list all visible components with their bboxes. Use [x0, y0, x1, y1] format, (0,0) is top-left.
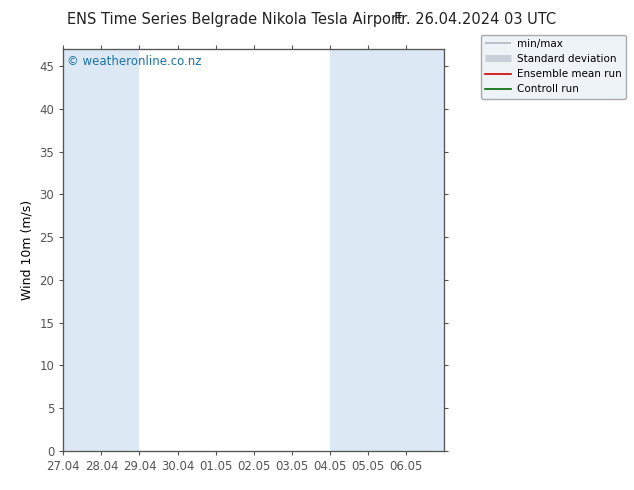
Legend: min/max, Standard deviation, Ensemble mean run, Controll run: min/max, Standard deviation, Ensemble me… [481, 35, 626, 98]
Bar [101, 49, 139, 451]
Bar [330, 49, 368, 451]
Bar [406, 49, 444, 451]
Text: ENS Time Series Belgrade Nikola Tesla Airport: ENS Time Series Belgrade Nikola Tesla Ai… [67, 12, 403, 27]
Y-axis label: Wind 10m (m/s): Wind 10m (m/s) [21, 200, 34, 300]
Bar [368, 49, 406, 451]
Text: © weatheronline.co.nz: © weatheronline.co.nz [67, 55, 202, 68]
Text: Fr. 26.04.2024 03 UTC: Fr. 26.04.2024 03 UTC [394, 12, 557, 27]
Bar [63, 49, 101, 451]
